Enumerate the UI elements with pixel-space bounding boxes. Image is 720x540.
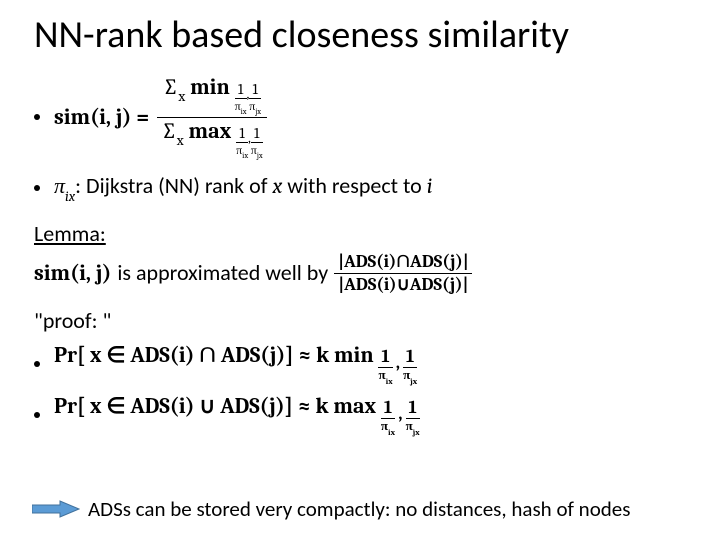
jx: jx — [255, 107, 261, 116]
pr-row-2: Pr[ x ∈ ADS(i) ∪ ADS(j)] ≈ k max 1πix,1π… — [34, 393, 686, 436]
bullet-dot — [34, 412, 40, 418]
jx: jx — [257, 151, 263, 160]
pr-row-1: Pr[ x ∈ ADS(i) ∩ ADS(j)] ≈ k min 1πix,1π… — [34, 342, 686, 385]
def-text: πix: Dijkstra (NN) rank of x with respec… — [54, 173, 433, 203]
pi-ix: πix — [378, 367, 392, 385]
sigma-num: ∑ — [163, 74, 179, 100]
pr1-text: Pr[ x ∈ ADS(i) ∩ ADS(j)] ≈ k min — [54, 342, 378, 368]
sim-main-fraction: ∑x min 1πix,1πjx ∑x max 1πix,1πjx — [157, 76, 266, 159]
kfrac-jx-1: 1πjx — [403, 348, 417, 385]
jx: jx — [413, 428, 420, 438]
def-text-a: : Dijkstra (NN) rank of — [75, 172, 272, 199]
one: 1 — [254, 126, 259, 142]
footer-row: ADSs can be stored very compactly: no di… — [32, 496, 700, 522]
one: 1 — [384, 399, 392, 418]
arrow-shape — [32, 501, 79, 517]
ix: ix — [388, 428, 395, 438]
slide: NN-rank based closeness similarity sim(i… — [0, 0, 720, 540]
minifrac-jx-num: 1πjx — [249, 82, 261, 115]
pi-ix: πix — [235, 98, 247, 115]
minifrac-ix-num: 1πix — [235, 82, 247, 115]
kfrac-ix-2: 1πix — [381, 399, 395, 436]
min-op: min — [190, 74, 230, 100]
one: 1 — [238, 82, 243, 98]
ix: ix — [241, 107, 247, 116]
arrow-icon — [32, 500, 80, 518]
one: 1 — [406, 348, 414, 367]
pr2: Pr[ x ∈ ADS(i) ∪ ADS(j)] ≈ k max 1πix,1π… — [54, 393, 420, 436]
minifrac-ix-den: 1πix — [236, 126, 248, 159]
ads-frac-den: |ADS(i)∪ADS(j)| — [334, 273, 472, 294]
bullet-dot — [34, 361, 40, 367]
pi-sub: ix — [65, 188, 75, 205]
sigma-num-sub: x — [178, 88, 185, 105]
pi: π — [381, 419, 388, 434]
bullet-dot — [34, 185, 40, 191]
pr2-text: Pr[ x ∈ ADS(i) ∪ ADS(j)] ≈ k max — [54, 393, 381, 419]
sim-denominator: ∑x max 1πix,1πjx — [157, 117, 266, 159]
comma: , — [248, 131, 251, 146]
pi-ix: πix — [236, 142, 248, 159]
pi-jx: πjx — [403, 367, 417, 385]
ads-fraction: |ADS(i)∩ADS(j)| |ADS(i)∪ADS(j)| — [334, 253, 472, 294]
sim-ij: sim(i, j) — [34, 260, 111, 286]
sigma-den-sub: x — [177, 132, 184, 149]
comma: , — [393, 348, 404, 374]
pi-ix: πix — [381, 418, 395, 436]
one: 1 — [239, 126, 244, 142]
comma: , — [247, 87, 250, 102]
i: i — [427, 173, 433, 199]
pi-jx: πjx — [251, 142, 263, 159]
comma: , — [395, 399, 406, 425]
ads-frac-num: |ADS(i)∩ADS(j)| — [334, 253, 472, 273]
sim-numerator: ∑x min 1πix,1πjx — [159, 76, 265, 117]
pi: π — [251, 143, 257, 157]
formula-row-sim: sim(i, j) = ∑x min 1πix,1πjx ∑x max 1πix… — [34, 76, 686, 159]
pr1: Pr[ x ∈ ADS(i) ∩ ADS(j)] ≈ k min 1πix,1π… — [54, 342, 417, 385]
pi: π — [378, 368, 385, 383]
pi: π — [54, 173, 65, 199]
footer-text: ADSs can be stored very compactly: no di… — [88, 496, 630, 522]
ix: ix — [386, 377, 393, 387]
bullet-dot — [34, 114, 40, 120]
pi-jx: πjx — [249, 98, 261, 115]
kfrac-ix-1: 1πix — [378, 348, 392, 385]
sigma-den: ∑ — [161, 118, 177, 144]
pi: π — [406, 419, 413, 434]
approx-text: is approximated well by — [117, 260, 328, 286]
def-row: πix: Dijkstra (NN) rank of x with respec… — [34, 173, 686, 203]
def-text-b: with respect to — [282, 172, 426, 199]
formula-sim: sim(i, j) = ∑x min 1πix,1πjx ∑x max 1πix… — [54, 76, 267, 159]
approx-line: sim(i, j) is approximated well by |ADS(i… — [34, 253, 686, 294]
max-op: max — [189, 118, 232, 144]
slide-body: sim(i, j) = ∑x min 1πix,1πjx ∑x max 1πix… — [34, 76, 686, 437]
lemma-heading: Lemma: — [34, 221, 686, 247]
x: x — [272, 173, 282, 199]
one: 1 — [408, 399, 416, 418]
jx: jx — [410, 377, 417, 387]
ix: ix — [242, 151, 248, 160]
one: 1 — [252, 82, 257, 98]
pi-jx: πjx — [406, 418, 420, 436]
proof-label: "proof: " — [34, 308, 686, 334]
kfrac-jx-2: 1πjx — [406, 399, 420, 436]
sim-lhs: sim(i, j) = — [54, 104, 149, 130]
one: 1 — [381, 348, 389, 367]
pi: π — [235, 99, 241, 113]
minifrac-jx-den: 1πjx — [251, 126, 263, 159]
slide-title: NN-rank based closeness similarity — [34, 14, 686, 58]
